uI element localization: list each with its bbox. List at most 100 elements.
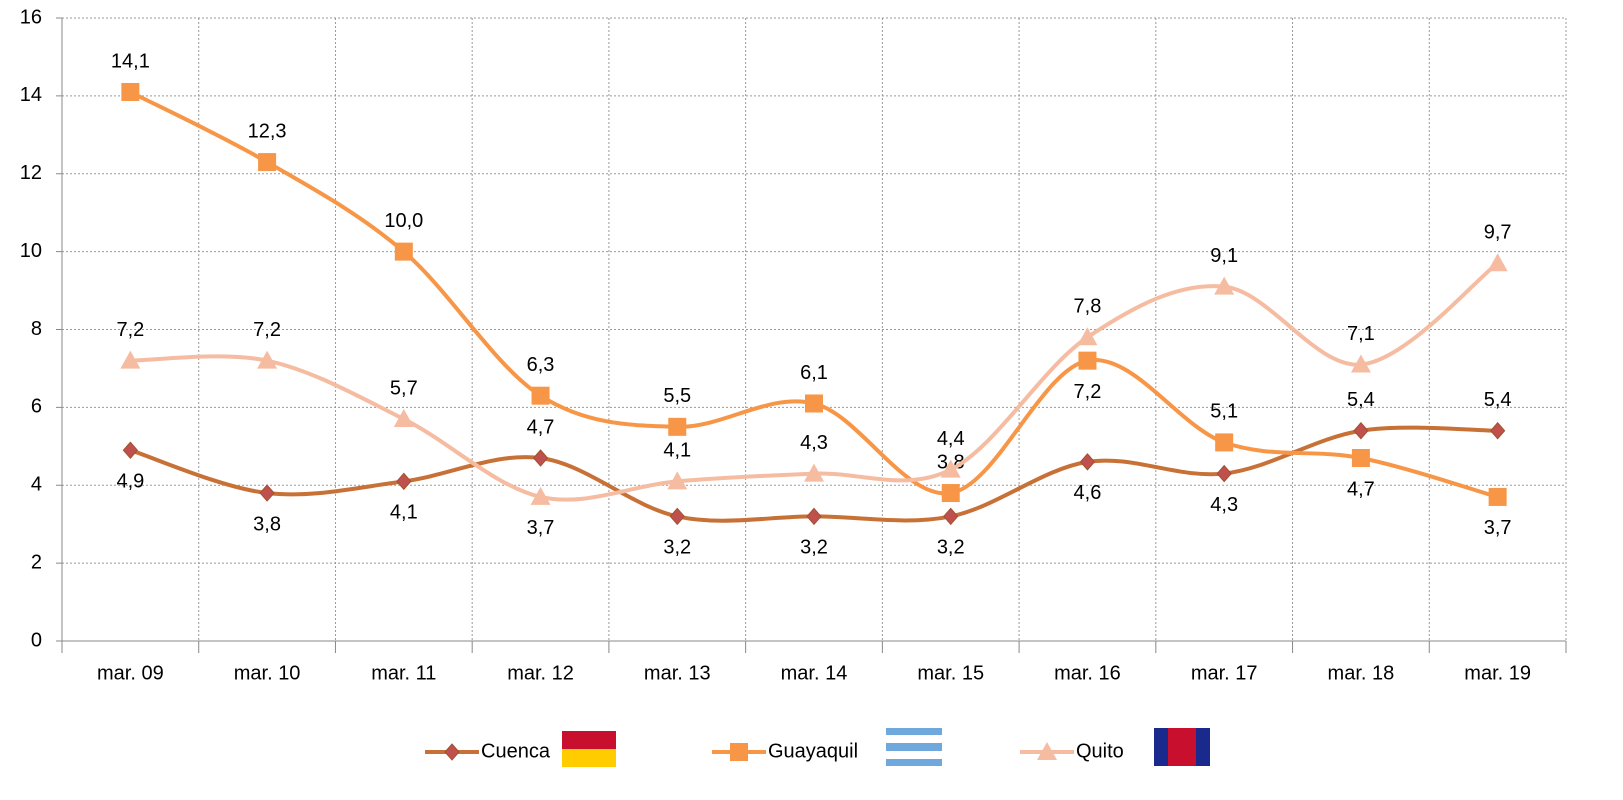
data-label: 7,8 [1074, 296, 1102, 318]
y-tick-label: 10 [20, 240, 42, 262]
data-label: 7,1 [1347, 323, 1375, 345]
flag-cuenca [562, 749, 616, 767]
data-label: 4,1 [663, 440, 691, 462]
marker [943, 507, 959, 526]
y-tick-label: 4 [31, 474, 42, 496]
marker [1215, 433, 1234, 452]
data-label: 9,1 [1210, 245, 1238, 267]
x-tick-label: mar. 17 [1191, 662, 1258, 684]
marker [259, 484, 275, 502]
y-tick-label: 0 [31, 629, 42, 651]
marker [121, 82, 140, 101]
data-label: 14,1 [111, 50, 150, 72]
flag-stripe [886, 759, 942, 766]
data-label: 3,7 [1484, 517, 1512, 539]
data-label: 5,4 [1484, 389, 1512, 411]
marker [1078, 351, 1097, 370]
legend-label: Guayaquil [768, 740, 858, 762]
x-tick-label: mar. 19 [1464, 662, 1531, 684]
flag-stripe [886, 728, 942, 735]
data-label: 4,4 [937, 428, 965, 450]
marker [1488, 487, 1507, 506]
data-label: 3,2 [663, 537, 691, 559]
legend-marker [730, 743, 748, 761]
data-label: 4,6 [1074, 482, 1102, 504]
marker [120, 350, 141, 369]
x-tick-label: mar. 13 [644, 662, 711, 684]
y-tick-label: 8 [31, 318, 42, 340]
marker [531, 386, 550, 405]
legend-flags [562, 728, 1210, 767]
legend-marker [1037, 742, 1057, 760]
x-tick-label: mar. 09 [97, 662, 164, 684]
x-tick-label: mar. 16 [1054, 662, 1121, 684]
data-label: 4,7 [1347, 478, 1375, 500]
data-label: 7,2 [116, 319, 144, 341]
x-tick-label: mar. 18 [1328, 662, 1395, 684]
data-label: 4,3 [1210, 494, 1238, 516]
data-label: 12,3 [248, 120, 287, 142]
legend-marker [444, 743, 460, 761]
data-label: 5,4 [1347, 389, 1375, 411]
flag-stripe [1168, 728, 1196, 766]
marker [532, 449, 549, 467]
x-tick-label: mar. 12 [507, 662, 574, 684]
marker [1487, 253, 1508, 272]
data-label: 3,7 [527, 517, 555, 539]
x-tick-label: mar. 10 [234, 662, 301, 684]
marker [394, 242, 413, 261]
data-label: 5,1 [1210, 401, 1238, 423]
data-label: 3,2 [800, 537, 828, 559]
marker [1351, 448, 1370, 467]
marker [804, 463, 824, 482]
marker [1077, 327, 1098, 346]
marker [122, 441, 139, 459]
data-label: 4,9 [116, 470, 144, 492]
marker [396, 472, 412, 491]
data-label: 5,7 [390, 377, 418, 399]
marker [667, 471, 688, 490]
marker [1350, 354, 1371, 373]
marker [1489, 421, 1506, 440]
legend-label: Quito [1076, 740, 1124, 762]
marker [669, 507, 685, 526]
marker [1214, 276, 1235, 295]
data-label: 10,0 [384, 210, 423, 232]
data-label: 5,5 [663, 385, 691, 407]
marker [668, 417, 687, 436]
x-tick-label: mar. 11 [371, 662, 436, 684]
marker [941, 484, 960, 503]
data-label: 4,3 [800, 432, 828, 454]
series-line [130, 261, 1499, 502]
marker [258, 153, 277, 172]
marker [806, 507, 822, 526]
data-label: 7,2 [1074, 381, 1102, 403]
x-tick-label: mar. 14 [781, 662, 848, 684]
legend-label: Cuenca [481, 740, 551, 762]
data-label: 9,7 [1484, 222, 1512, 244]
marker [805, 394, 823, 413]
marker [1079, 453, 1096, 471]
data-label: 6,1 [800, 362, 828, 384]
y-tick-label: 12 [20, 162, 42, 184]
marker [530, 486, 551, 505]
marker [393, 409, 414, 428]
marker [1353, 421, 1369, 440]
data-label: 6,3 [527, 354, 555, 376]
y-tick-label: 14 [20, 84, 42, 106]
x-tick-label: mar. 15 [917, 662, 984, 684]
data-label: 4,1 [390, 502, 418, 524]
marker [940, 459, 961, 478]
data-label: 3,8 [253, 513, 281, 535]
flag-cuenca [562, 731, 616, 749]
marker [1216, 464, 1232, 483]
marker [257, 350, 278, 369]
data-label: 3,2 [937, 537, 965, 559]
data-label: 4,7 [527, 416, 555, 438]
flag-stripe [886, 743, 942, 751]
data-label: 7,2 [253, 319, 281, 341]
y-tick-label: 2 [31, 551, 42, 573]
y-tick-label: 6 [31, 396, 42, 418]
y-tick-label: 16 [20, 6, 42, 28]
